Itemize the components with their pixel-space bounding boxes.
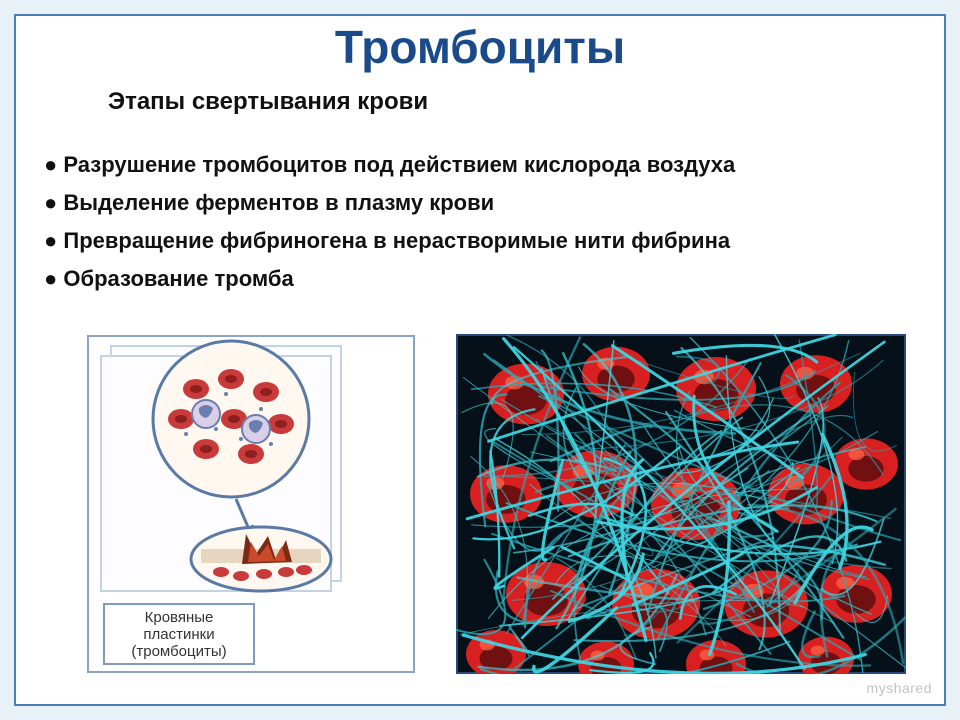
page-outer: Тромбоциты Этапы свертывания крови Разру…: [0, 0, 960, 720]
watermark: myshared: [867, 680, 932, 696]
caption-line: пластинки: [143, 626, 214, 643]
platelets-diagram: Кровяные пластинки (тромбоциты): [86, 334, 416, 674]
bullet-text: Образование тромба: [63, 266, 293, 291]
bullet-text: Разрушение тромбоцитов под действием кис…: [63, 152, 735, 177]
bullet-text: Выделение ферментов в плазму крови: [63, 190, 494, 215]
fibrin-svg: [456, 334, 906, 674]
bullet-list: Разрушение тромбоцитов под действием кис…: [16, 144, 944, 298]
list-item: Превращение фибриногена в нерастворимые …: [44, 222, 924, 260]
image-row: Кровяные пластинки (тромбоциты): [16, 324, 944, 704]
platelets-svg: Кровяные пластинки (тромбоциты): [86, 334, 416, 674]
caption-line: Кровяные: [145, 609, 214, 626]
page-title: Тромбоциты: [16, 16, 944, 70]
list-item: Образование тромба: [44, 260, 924, 298]
caption-line: (тромбоциты): [131, 643, 226, 660]
bullet-text: Превращение фибриногена в нерастворимые …: [63, 228, 730, 253]
list-item: Разрушение тромбоцитов под действием кис…: [44, 146, 924, 184]
subtitle: Этапы свертывания крови: [16, 70, 944, 122]
watermark-text: myshared: [867, 680, 932, 696]
fibrin-mesh-image: [456, 334, 906, 674]
title-text: Тромбоциты: [335, 21, 625, 73]
subtitle-text: Этапы свертывания крови: [108, 88, 428, 115]
content-card: Тромбоциты Этапы свертывания крови Разру…: [14, 14, 946, 706]
list-item: Выделение ферментов в плазму крови: [44, 184, 924, 222]
